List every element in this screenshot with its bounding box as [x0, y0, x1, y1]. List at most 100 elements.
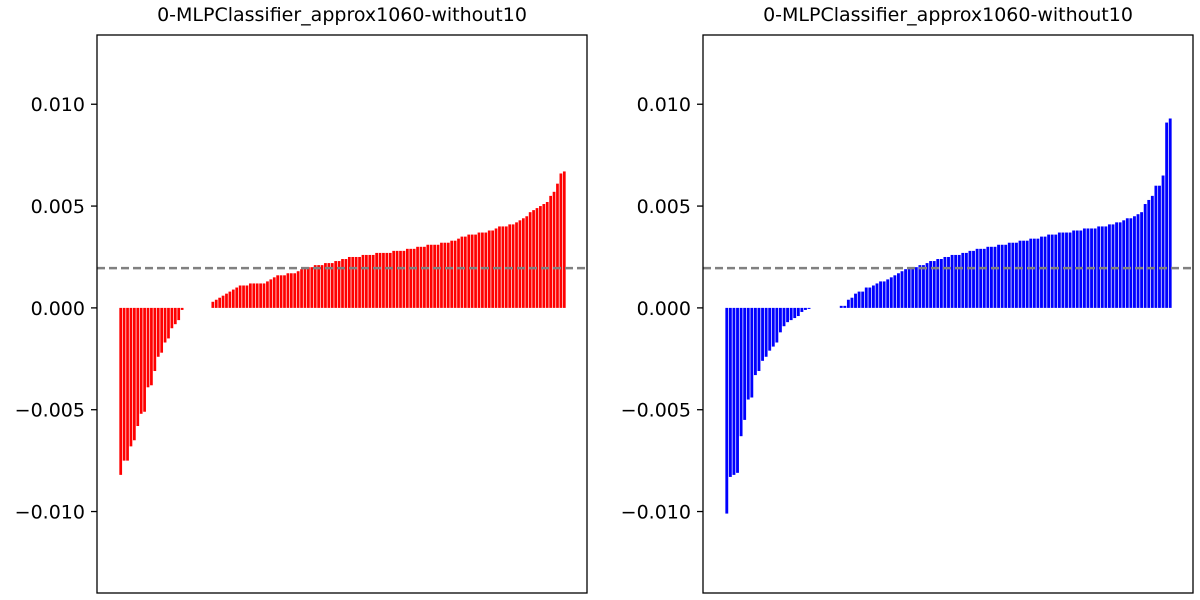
bar-right-79 [1007, 242, 1011, 308]
bar-right-68 [968, 250, 972, 308]
bar-left-3 [129, 307, 133, 447]
bar-right-122 [1161, 175, 1165, 308]
bar-left-90 [426, 244, 430, 308]
bar-left-16 [173, 307, 177, 325]
bar-left-39 [252, 283, 256, 308]
bar-left-99 [457, 238, 460, 308]
bar-right-77 [1000, 244, 1004, 308]
bar-right-37 [857, 291, 861, 308]
bar-right-48 [897, 273, 900, 308]
bar-right-84 [1025, 240, 1029, 308]
bar-left-94 [440, 242, 443, 308]
chart-title-right: 0-MLPClassifier_approx1060-without10 [763, 4, 1133, 26]
bar-right-56 [925, 263, 929, 308]
bar-left-57 [313, 265, 317, 308]
bar-right-82 [1018, 240, 1022, 308]
bar-left-10 [153, 307, 157, 372]
bar-left-129 [559, 173, 563, 308]
bar-left-29 [218, 297, 222, 308]
bar-right-53 [914, 267, 918, 308]
bar-left-56 [310, 267, 314, 308]
bar-right-17 [786, 307, 790, 323]
bar-right-81 [1015, 242, 1018, 308]
bar-right-42 [875, 283, 879, 308]
bar-left-79 [388, 252, 392, 308]
bar-right-64 [954, 254, 958, 308]
bar-left-117 [518, 220, 522, 308]
bar-right-103 [1093, 228, 1097, 308]
bar-right-41 [871, 285, 875, 308]
bar-left-83 [402, 250, 406, 308]
bar-left-66 [344, 259, 348, 308]
bar-right-80 [1011, 242, 1015, 308]
ytick-label-left-1: −0.005 [15, 400, 85, 422]
bar-left-97 [450, 240, 454, 308]
bar-right-90 [1047, 234, 1051, 308]
bar-left-69 [354, 256, 358, 308]
bar-left-48 [283, 275, 286, 308]
bar-left-127 [552, 191, 556, 308]
axes-frame-left [96, 34, 588, 594]
bar-right-119 [1150, 195, 1154, 308]
bar-right-123 [1165, 122, 1169, 308]
bar-left-126 [549, 195, 553, 308]
bar-left-67 [347, 256, 351, 308]
ytick-label-right-2: 0.000 [637, 298, 691, 320]
bar-right-33 [843, 305, 847, 308]
bar-left-18 [180, 307, 184, 310]
bar-left-53 [300, 269, 303, 308]
bar-right-104 [1097, 226, 1101, 308]
bar-left-115 [511, 224, 515, 308]
bar-right-51 [907, 267, 911, 308]
bar-right-88 [1040, 236, 1043, 308]
bar-right-55 [922, 265, 925, 308]
bar-right-14 [775, 307, 779, 343]
bar-right-92 [1054, 234, 1058, 308]
bar-left-92 [433, 244, 436, 308]
bar-right-94 [1061, 232, 1065, 308]
bar-right-20 [796, 307, 800, 317]
bar-right-86 [1032, 238, 1036, 308]
chart-title-left: 0-MLPClassifier_approx1060-without10 [157, 4, 527, 26]
ytick-label-left-3: 0.005 [31, 196, 85, 218]
bar-right-9 [757, 307, 761, 372]
bar-right-110 [1118, 222, 1122, 308]
bar-left-42 [262, 283, 266, 308]
bar-right-117 [1143, 204, 1147, 308]
bar-right-118 [1147, 199, 1151, 308]
bar-left-102 [467, 234, 471, 308]
bar-left-4 [132, 307, 136, 441]
bar-left-114 [508, 224, 512, 308]
bar-left-61 [327, 263, 331, 308]
bar-right-63 [950, 254, 954, 308]
bar-left-118 [521, 218, 525, 308]
bar-left-50 [289, 273, 293, 308]
bar-left-124 [542, 204, 546, 308]
bar-left-44 [269, 279, 273, 308]
bar-right-1 [728, 307, 732, 477]
bar-left-14 [167, 307, 170, 339]
bar-left-35 [238, 285, 242, 308]
bar-left-81 [395, 250, 399, 308]
bar-left-103 [470, 234, 474, 308]
bar-right-89 [1043, 236, 1047, 308]
bar-left-76 [378, 252, 382, 308]
bar-left-9 [150, 307, 153, 386]
ytick-label-left-2: 0.000 [31, 298, 85, 320]
bar-left-54 [303, 267, 307, 308]
bar-left-112 [501, 226, 505, 308]
bar-left-128 [556, 183, 559, 308]
bar-left-121 [532, 210, 535, 308]
bar-left-108 [487, 230, 491, 308]
bar-left-40 [255, 283, 259, 308]
bar-left-34 [235, 287, 239, 308]
bar-right-72 [982, 248, 986, 308]
bar-left-70 [358, 256, 361, 308]
bar-right-21 [800, 307, 804, 312]
bar-right-5 [743, 307, 747, 420]
bar-left-80 [392, 250, 396, 308]
bar-left-95 [443, 242, 447, 308]
bar-left-119 [525, 216, 529, 308]
bar-right-60 [939, 259, 943, 308]
